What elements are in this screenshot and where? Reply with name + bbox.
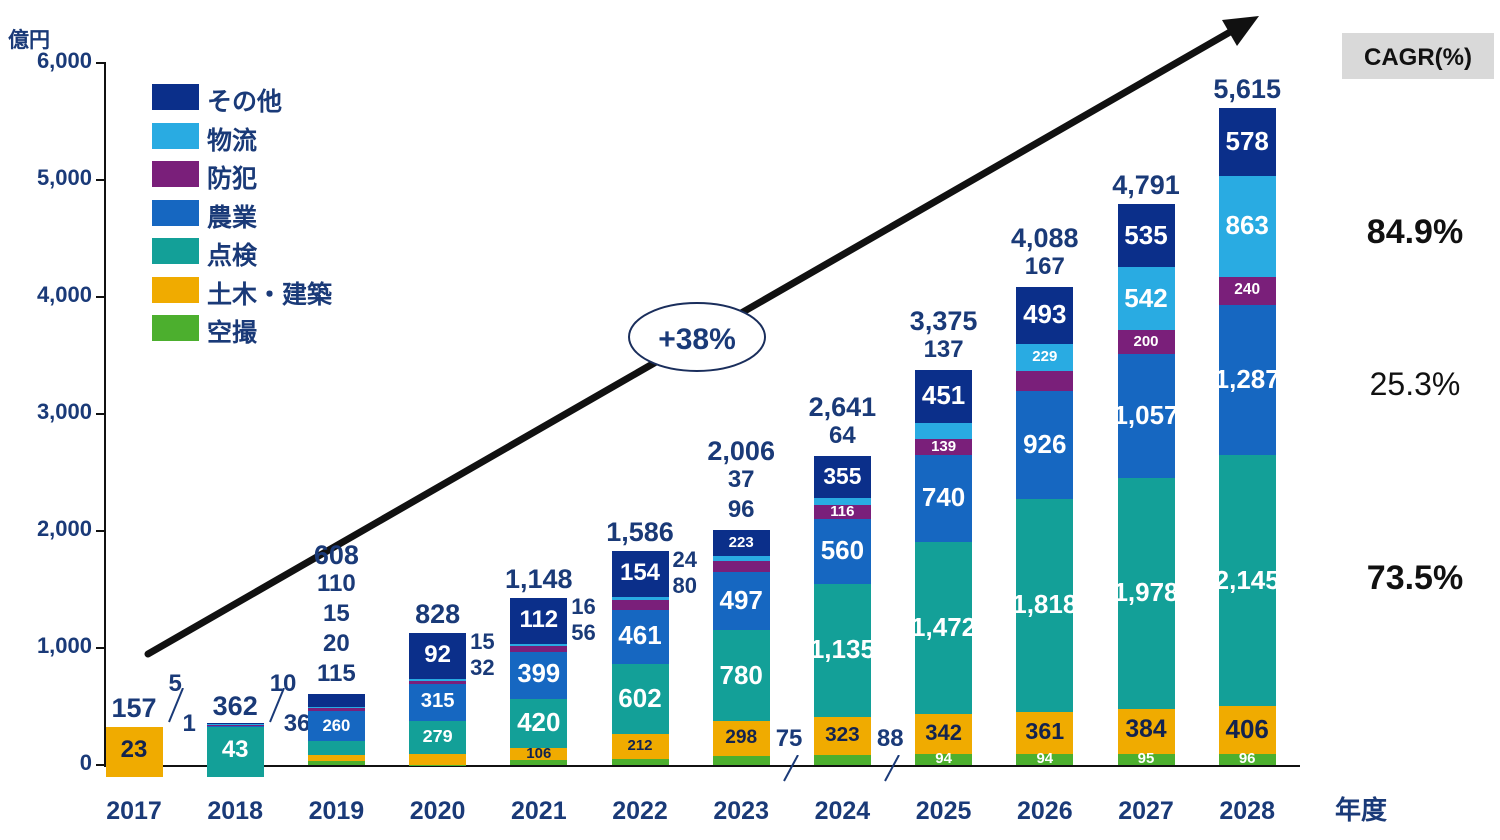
- svg-text:+38%: +38%: [658, 323, 736, 356]
